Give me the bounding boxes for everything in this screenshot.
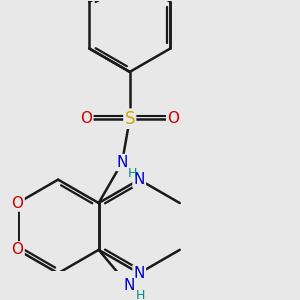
Text: O: O: [12, 242, 24, 257]
Text: N: N: [123, 278, 134, 293]
Text: H: H: [136, 289, 145, 300]
Text: O: O: [80, 111, 92, 126]
Text: N: N: [134, 172, 145, 187]
Text: S: S: [124, 110, 135, 128]
Text: O: O: [12, 196, 24, 211]
Text: O: O: [167, 111, 179, 126]
Text: H: H: [127, 167, 137, 180]
Text: N: N: [116, 155, 128, 170]
Text: N: N: [134, 266, 145, 281]
